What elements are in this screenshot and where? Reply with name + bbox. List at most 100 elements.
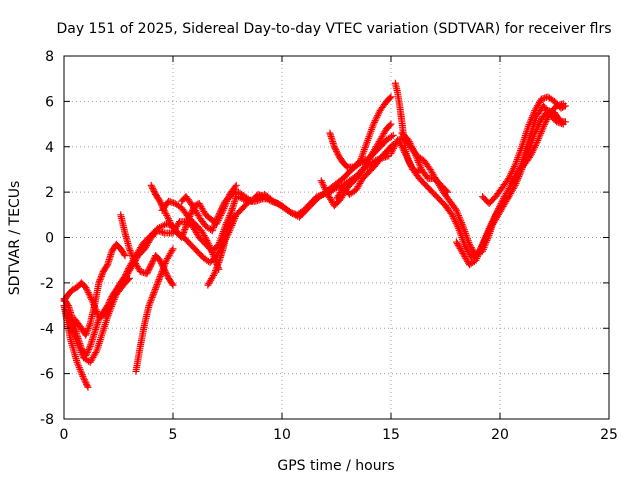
data-point [213,263,221,271]
data-point [510,164,518,172]
data-point [214,262,222,270]
data-point [388,148,396,156]
data-point [219,202,227,210]
data-point [388,133,396,141]
data-point [407,141,415,149]
data-point [145,265,153,273]
data-point [157,199,165,207]
x-axis-label: GPS time / hours [277,458,394,474]
chart-title: Day 151 of 2025, Sidereal Day-to-day VTE… [56,21,611,37]
data-point [370,118,378,126]
data-point [147,261,155,269]
data-point [85,345,93,353]
data-point [404,136,412,144]
data-point [82,329,90,337]
y-tick-label: 4 [45,140,54,156]
data-point [162,258,170,266]
data-point [528,148,536,156]
data-point [406,139,414,147]
data-point [408,143,416,151]
data-point [545,112,553,120]
data-point [448,211,456,219]
data-point [145,302,153,310]
data-point [148,259,156,267]
data-point [149,186,157,194]
data-point [400,147,408,155]
data-point [146,262,154,270]
data-point [527,150,535,158]
data-point [162,270,170,278]
data-point [146,300,154,308]
series-arc22 [485,106,569,235]
data-point [86,292,94,300]
y-tick-label: -2 [40,276,54,292]
data-point [181,224,189,232]
data-point [146,298,154,306]
data-point [541,119,549,127]
data-point [214,260,222,268]
data-point [146,264,154,272]
data-point [529,147,537,155]
data-point [406,159,414,167]
data-point [169,245,177,253]
data-point [83,350,91,358]
data-point [217,206,225,214]
x-tick-label: 0 [60,427,69,443]
data-point [120,250,128,258]
data-point [389,131,397,139]
data-point [92,349,100,357]
data-point [212,265,220,273]
data-point [405,138,413,146]
data-point [126,246,134,254]
data-point [97,272,105,280]
data-point [389,144,397,152]
data-point [151,287,159,295]
data-point [187,209,195,217]
data-point [84,325,92,333]
y-tick-label: 6 [45,94,54,110]
data-point [159,266,167,274]
data-point [451,218,459,226]
series-arc5 [71,240,129,339]
data-point [152,282,160,290]
x-tick-label: 10 [273,427,291,443]
y-tick-label: 0 [45,231,54,247]
data-point [83,382,91,390]
data-point [164,213,172,221]
data-point [216,208,224,216]
data-point [164,215,172,223]
data-point [391,141,399,149]
data-point [397,140,405,148]
data-point [98,271,106,279]
data-point [144,268,152,276]
data-point [209,225,217,233]
data-point [203,236,211,244]
data-point [543,116,551,124]
data-point [450,216,458,224]
data-point [181,225,189,233]
data-point [442,187,450,195]
data-point [129,255,137,263]
data-point [399,145,407,153]
series-arc23 [507,100,567,187]
axis-ticks: 0 5 10 15 20 25 -8 -6 -4 -2 0 2 4 6 8 [40,49,618,443]
data-point [403,154,411,162]
data-point [147,297,155,305]
data-point [372,115,380,123]
y-tick-label: 2 [45,185,54,201]
data-point [148,295,156,303]
data-point [218,203,226,211]
data-point [121,252,129,260]
data-point [106,300,114,308]
x-tick-label: 5 [169,427,178,443]
data-point [110,294,118,302]
data-point [510,183,518,191]
data-point [111,290,119,298]
data-point [97,274,105,282]
data-point [444,188,452,196]
data-point [82,351,90,359]
data-points [60,79,569,391]
data-point [212,217,220,225]
